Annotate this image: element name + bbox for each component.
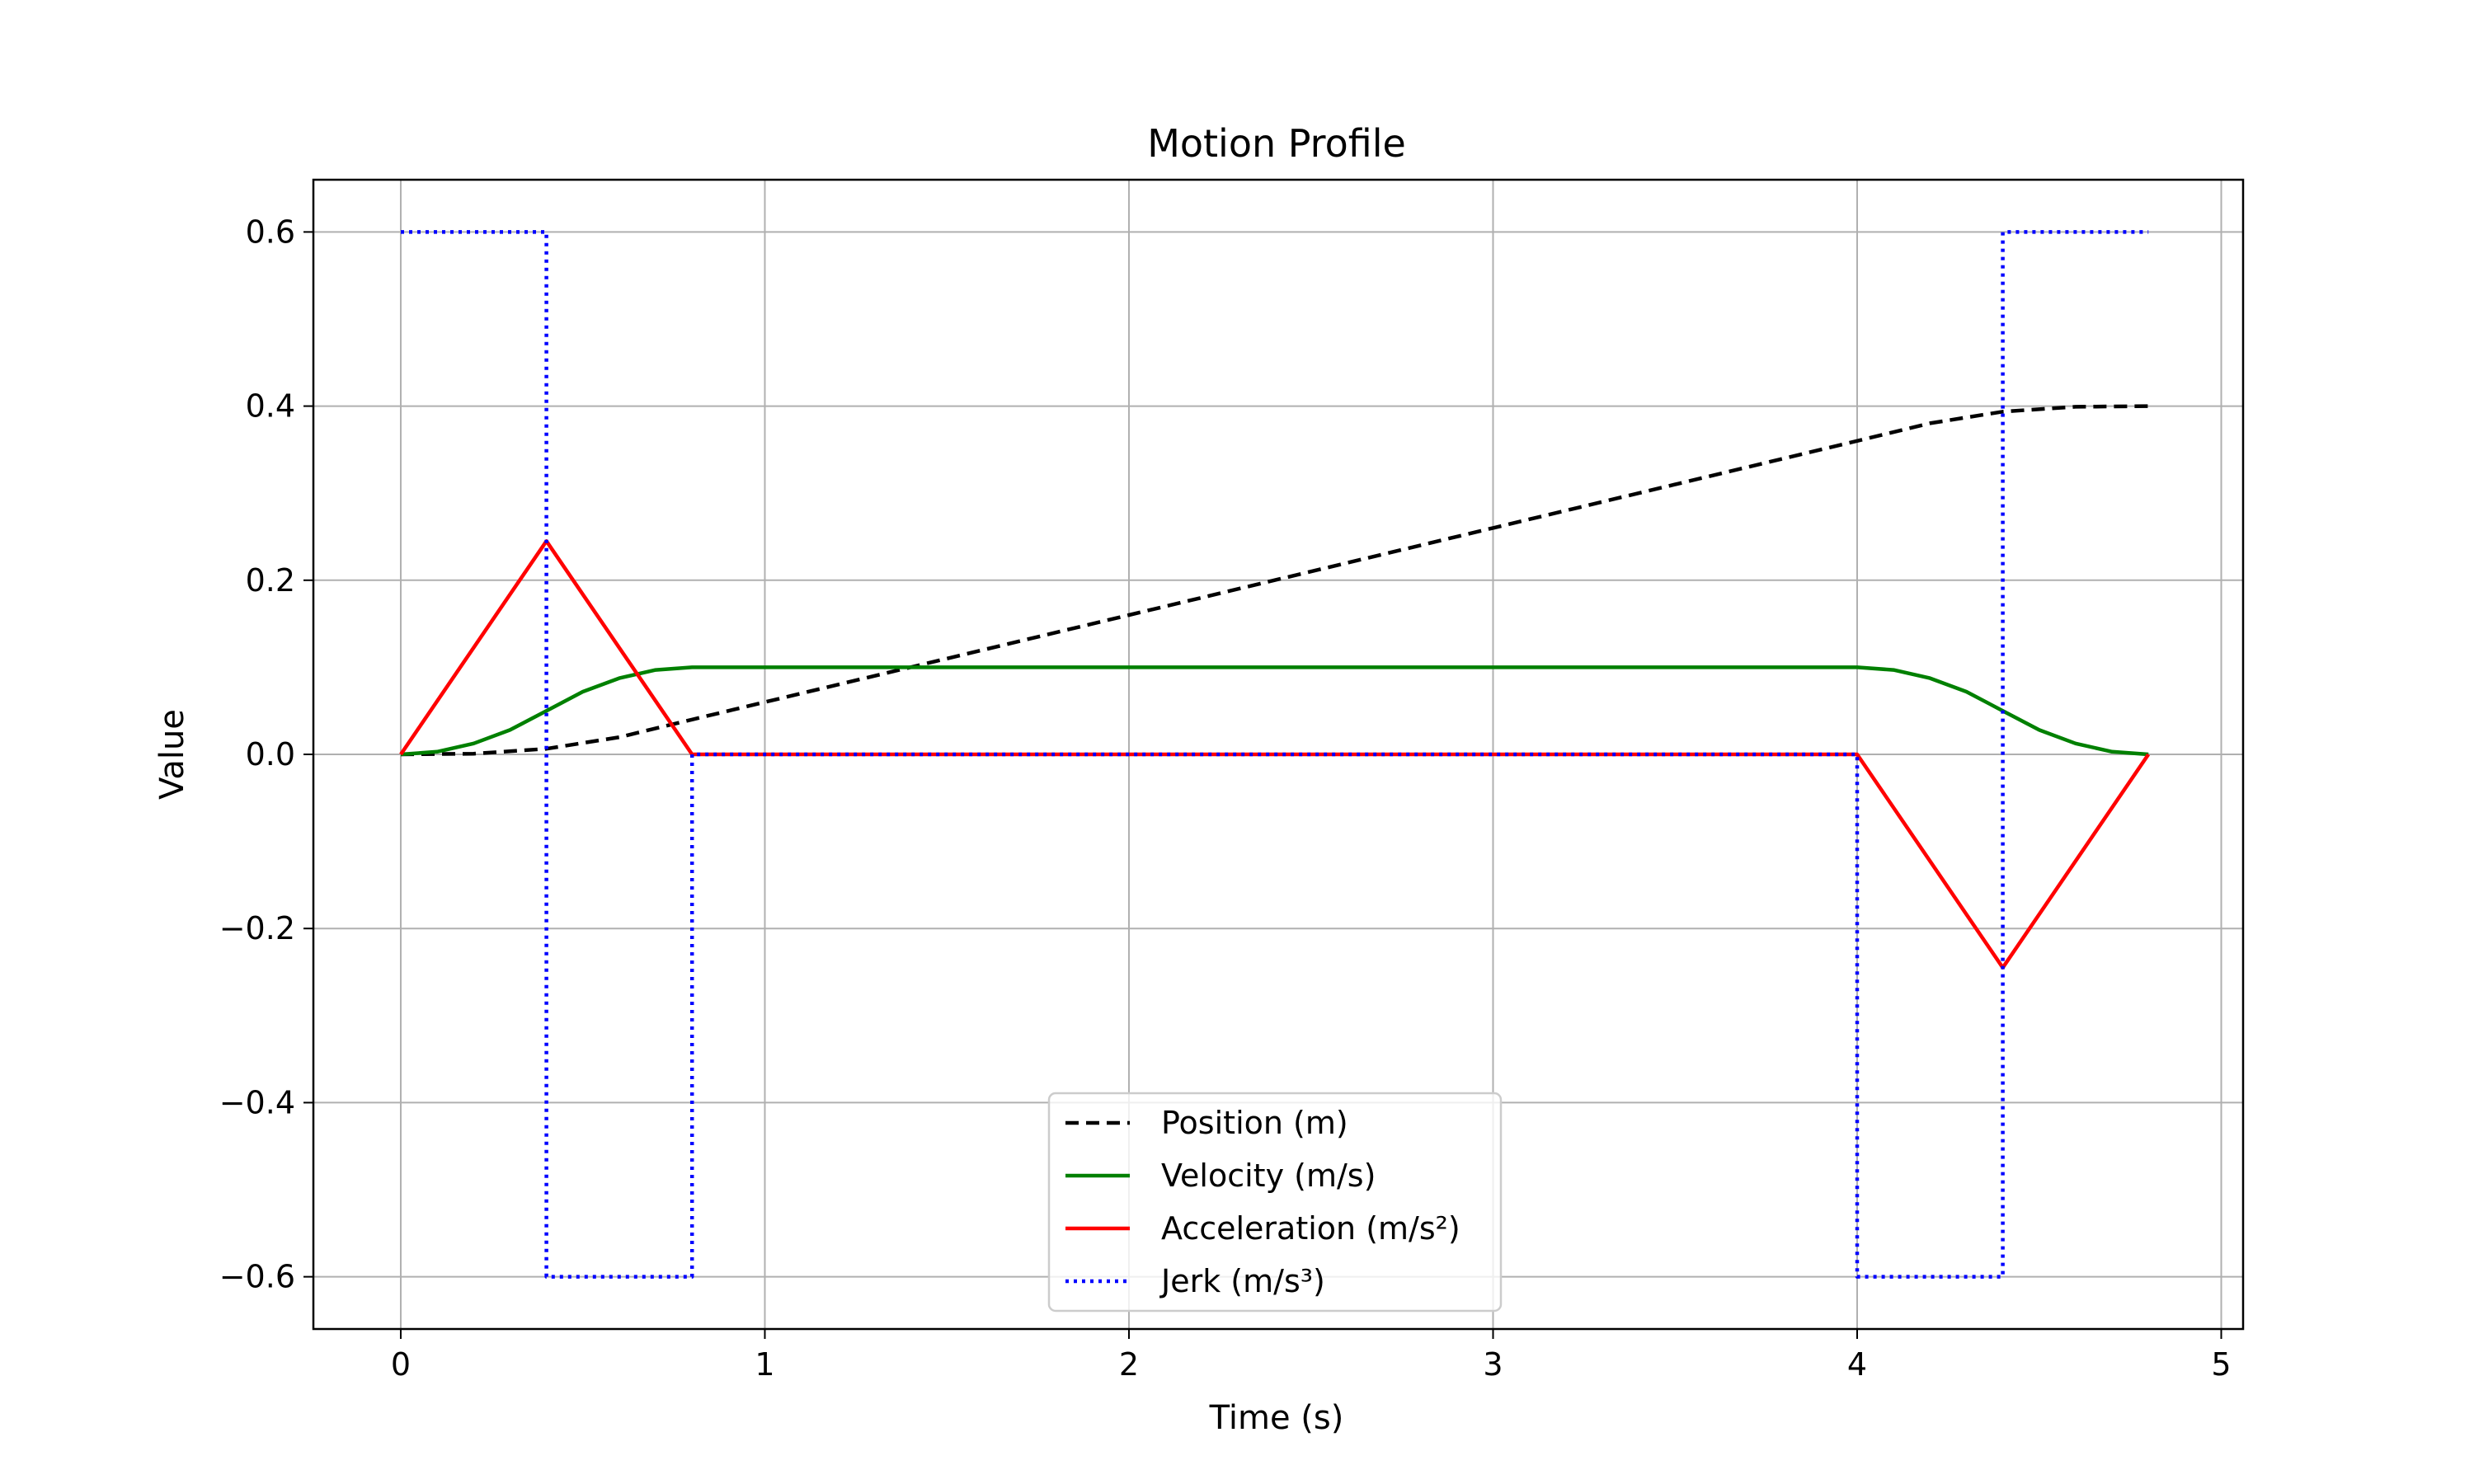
series-line-4 — [401, 230, 2149, 1279]
legend-label: Velocity (m/s) — [1161, 1158, 1376, 1194]
y-tick-label: 0.0 — [246, 736, 295, 773]
x-tick-label: 3 — [1483, 1346, 1503, 1383]
legend-label: Jerk (m/s³) — [1159, 1263, 1325, 1299]
x-tick-label: 5 — [2211, 1346, 2231, 1383]
y-tick-label: 0.6 — [246, 214, 295, 250]
x-axis-label: Time (s) — [1209, 1399, 1344, 1437]
series-line-2 — [400, 665, 2149, 757]
legend-box — [1047, 1092, 1503, 1313]
y-tick-label: 0.2 — [246, 562, 295, 599]
legend-label: Acceleration (m/s²) — [1161, 1210, 1460, 1247]
legend-label: Position (m) — [1161, 1105, 1348, 1141]
legend: Position (m) Velocity (m/s) Acceleration (… — [1047, 1092, 1503, 1313]
x-tick-label: 0 — [391, 1346, 411, 1383]
y-tick-label: −0.2 — [219, 910, 295, 946]
x-tick-label: 1 — [755, 1346, 774, 1383]
y-tick-label: −0.6 — [219, 1259, 295, 1295]
series-lines — [399, 230, 2151, 1279]
x-tick-label: 2 — [1119, 1346, 1139, 1383]
axis-ticks: 0 1 2 3 4 5 0.6 0.4 0.2 0.0 −0.2 −0.4 −0.6 — [219, 214, 2232, 1383]
y-tick-label: −0.4 — [219, 1084, 295, 1120]
series-line-1 — [400, 404, 2149, 757]
y-axis-label: Value — [153, 709, 191, 800]
x-tick-label: 4 — [1847, 1346, 1867, 1383]
chart-title: Motion Profile — [1147, 121, 1406, 166]
y-tick-label: 0.4 — [246, 388, 295, 425]
